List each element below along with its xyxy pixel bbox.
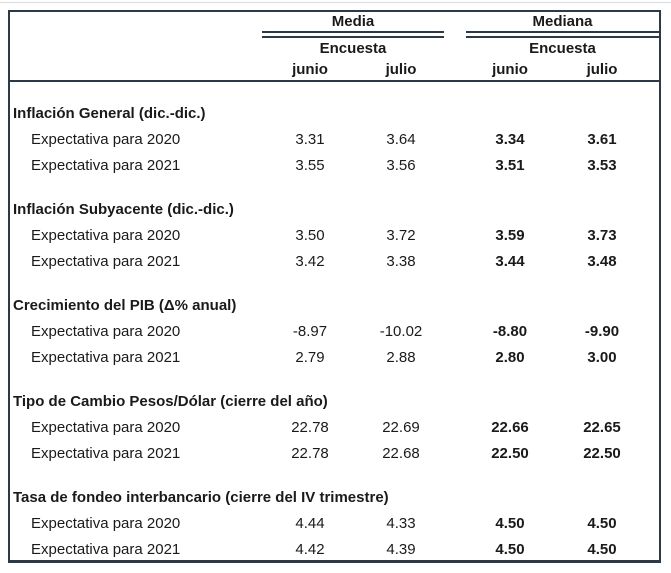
table-row: Expectativa para 2020 -8.97 -10.02 -8.80… [10, 318, 659, 344]
table-row: Expectativa para 2021 2.79 2.88 2.80 3.0… [10, 344, 659, 370]
value-cell: -8.80 [492, 322, 528, 340]
media-subtitle: Encuesta [319, 40, 387, 57]
value-cell: 3.42 [295, 252, 325, 270]
section-inflacion-general: Inflación General (dic.-dic.) Expectativ… [10, 100, 659, 178]
value-cell: 22.68 [382, 444, 420, 462]
subtitle-row: Encuesta Encuesta [10, 38, 659, 59]
media-group-title: Media [331, 13, 375, 30]
section-tipo-de-cambio: Tipo de Cambio Pesos/Dólar (cierre del a… [10, 388, 659, 466]
table-header: Media Mediana Encuesta Encuesta junio ju… [10, 12, 659, 82]
value-cell: 4.42 [295, 540, 325, 558]
value-cell: -10.02 [379, 322, 423, 340]
value-cell: 22.50 [491, 444, 529, 462]
value-cell: 2.79 [295, 348, 325, 366]
section-crecimiento-pib: Crecimiento del PIB (Δ% anual) Expectati… [10, 292, 659, 370]
value-cell: 4.50 [587, 514, 617, 532]
section-title: Inflación General (dic.-dic.) [13, 104, 206, 122]
value-cell: 3.56 [386, 156, 416, 174]
row-label: Expectativa para 2021 [31, 444, 181, 462]
row-label: Expectativa para 2020 [31, 322, 181, 340]
value-cell: 22.65 [583, 418, 621, 436]
value-cell: 3.31 [295, 130, 325, 148]
row-label: Expectativa para 2020 [31, 226, 181, 244]
row-label: Expectativa para 2021 [31, 348, 181, 366]
section-inflacion-subyacente: Inflación Subyacente (dic.-dic.) Expecta… [10, 196, 659, 274]
value-cell: 3.73 [587, 226, 617, 244]
value-cell: 4.33 [386, 514, 416, 532]
value-cell: 22.78 [291, 418, 329, 436]
group-title-row: Media Mediana [10, 12, 659, 31]
table-row: Expectativa para 2020 4.44 4.33 4.50 4.5… [10, 510, 659, 536]
media-julio-header: julio [385, 61, 417, 78]
value-cell: -8.97 [292, 322, 328, 340]
value-cell: 3.48 [587, 252, 617, 270]
media-double-rule [262, 31, 444, 38]
value-cell: 3.50 [295, 226, 325, 244]
value-cell: 3.64 [386, 130, 416, 148]
value-cell: 22.78 [291, 444, 329, 462]
value-cell: 22.66 [491, 418, 529, 436]
value-cell: -9.90 [584, 322, 620, 340]
value-cell: 22.50 [583, 444, 621, 462]
value-cell: 3.00 [587, 348, 617, 366]
section-title: Crecimiento del PIB (Δ% anual) [13, 296, 237, 314]
survey-expectations-table: Media Mediana Encuesta Encuesta junio ju… [8, 10, 661, 563]
row-label: Expectativa para 2020 [31, 514, 181, 532]
table-row: Expectativa para 2020 22.78 22.69 22.66 … [10, 414, 659, 440]
table-row: Expectativa para 2020 3.50 3.72 3.59 3.7… [10, 222, 659, 248]
value-cell: 3.72 [386, 226, 416, 244]
double-rule-row [10, 31, 659, 38]
table-row: Expectativa para 2020 3.31 3.64 3.34 3.6… [10, 126, 659, 152]
section-title: Inflación Subyacente (dic.-dic.) [13, 200, 234, 218]
value-cell: 3.61 [587, 130, 617, 148]
value-cell: 3.38 [386, 252, 416, 270]
value-cell: 4.39 [386, 540, 416, 558]
row-label: Expectativa para 2020 [31, 418, 181, 436]
mediana-julio-header: julio [586, 61, 618, 78]
value-cell: 4.44 [295, 514, 325, 532]
value-cell: 22.69 [382, 418, 420, 436]
row-label: Expectativa para 2021 [31, 252, 181, 270]
value-cell: 3.34 [495, 130, 525, 148]
row-label: Expectativa para 2021 [31, 156, 181, 174]
mediana-junio-header: junio [492, 61, 528, 78]
top-hairline [0, 2, 671, 3]
row-label: Expectativa para 2020 [31, 130, 181, 148]
value-cell: 3.44 [495, 252, 525, 270]
mediana-double-rule [466, 31, 659, 38]
value-cell: 4.50 [495, 540, 525, 558]
row-label: Expectativa para 2021 [31, 540, 181, 558]
mediana-subtitle: Encuesta [529, 40, 596, 57]
section-tasa-de-fondeo: Tasa de fondeo interbancario (cierre del… [10, 484, 659, 562]
media-junio-header: junio [292, 61, 328, 78]
table-row: Expectativa para 2021 4.42 4.39 4.50 4.5… [10, 536, 659, 562]
table-row: Expectativa para 2021 3.42 3.38 3.44 3.4… [10, 248, 659, 274]
table-row: Expectativa para 2021 22.78 22.68 22.50 … [10, 440, 659, 466]
value-cell: 4.50 [587, 540, 617, 558]
month-header-row: junio julio junio julio [10, 59, 659, 80]
section-title: Tasa de fondeo interbancario (cierre del… [13, 488, 389, 506]
value-cell: 3.55 [295, 156, 325, 174]
value-cell: 2.88 [386, 348, 416, 366]
table-row: Expectativa para 2021 3.55 3.56 3.51 3.5… [10, 152, 659, 178]
value-cell: 4.50 [495, 514, 525, 532]
value-cell: 3.51 [495, 156, 525, 174]
value-cell: 2.80 [495, 348, 525, 366]
mediana-group-title: Mediana [532, 13, 593, 30]
value-cell: 3.53 [587, 156, 617, 174]
value-cell: 3.59 [495, 226, 525, 244]
section-title: Tipo de Cambio Pesos/Dólar (cierre del a… [13, 392, 328, 410]
